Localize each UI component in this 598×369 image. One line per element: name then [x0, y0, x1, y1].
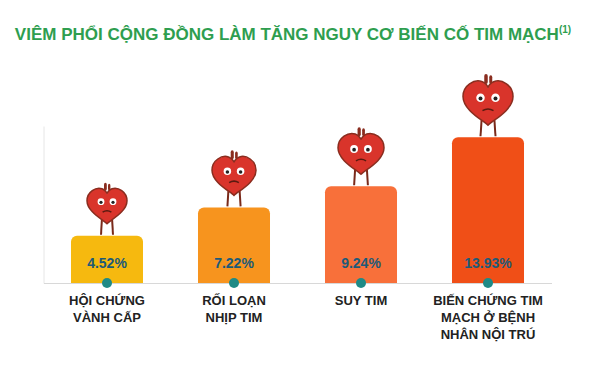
x-tick: SUY TIM	[335, 278, 388, 308]
heart-eye	[98, 198, 105, 205]
y-axis-line	[44, 127, 45, 284]
heart-pupil	[366, 148, 370, 152]
x-tick-label-line: NHỊP TIM	[206, 310, 263, 325]
heart-mouth	[483, 109, 494, 111]
x-tick-label-line: RỐI LOẠN	[202, 293, 266, 308]
heart-pupil	[239, 170, 243, 174]
x-tick-dot	[102, 278, 112, 288]
heart-body	[87, 188, 127, 223]
heart-icon	[87, 183, 127, 235]
title-note: (1)	[559, 24, 571, 35]
heart-icon	[338, 127, 384, 185]
chart: VIÊM PHỔI CỘNG ĐỒNG LÀM TĂNG NGUY CƠ BIẾ…	[0, 0, 598, 369]
bar	[71, 236, 143, 283]
heart-pupil	[494, 96, 498, 100]
x-tick-label-line: SUY TIM	[335, 293, 388, 308]
bar	[198, 207, 270, 283]
heart-eye	[476, 93, 485, 102]
heart-eye	[110, 198, 117, 205]
y-axis	[44, 127, 45, 284]
hearts	[87, 74, 513, 235]
heart-mouth	[356, 159, 366, 161]
x-tick: RỐI LOẠN NHỊP TIM	[202, 278, 266, 325]
heart-pupil	[99, 201, 102, 204]
x-tick: BIẾN CHỨNG TIM MẠCH Ở BỆNH NHÂN NỘI TRÚ	[433, 278, 543, 342]
data-label: 4.52%	[87, 255, 127, 271]
heart-pupil	[226, 170, 230, 174]
x-tick: HỘI CHỨNG VÀNH CẤP	[69, 278, 145, 325]
bars	[71, 137, 524, 283]
data-label: 13.93%	[464, 255, 512, 271]
bar	[452, 137, 524, 283]
heart-eye	[364, 145, 372, 153]
heart-pupil	[352, 148, 356, 152]
heart-eye	[350, 145, 358, 153]
x-tick-dot	[356, 278, 366, 288]
x-axis: HỘI CHỨNG VÀNH CẤP RỐI LOẠN NHỊP TIM SUY TIM…	[44, 278, 552, 342]
x-axis-line	[44, 283, 552, 284]
data-label: 9.24%	[341, 255, 381, 271]
x-tick-label-line: BIẾN CHỨNG TIM	[433, 293, 543, 308]
heart-eye	[224, 167, 231, 174]
x-tick-label-line: VÀNH CẤP	[73, 310, 141, 325]
x-tick-label: SUY TIM	[335, 293, 388, 308]
heart-pupil	[479, 96, 483, 100]
heart-pupil	[111, 201, 114, 204]
x-tick-label: BIẾN CHỨNG TIM MẠCH Ở BỆNH NHÂN NỘI TRÚ	[433, 293, 543, 342]
x-tick-label: RỐI LOẠN NHỊP TIM	[202, 293, 266, 325]
heart-mouth	[103, 211, 112, 212]
heart-mouth	[229, 181, 239, 183]
data-label: 7.22%	[214, 255, 254, 271]
heart-body	[212, 156, 256, 195]
title-text: VIÊM PHỔI CỘNG ĐỒNG LÀM TĂNG NGUY CƠ BIẾ…	[15, 24, 559, 44]
title: VIÊM PHỔI CỘNG ĐỒNG LÀM TĂNG NGUY CƠ BIẾ…	[15, 24, 571, 44]
bar	[325, 186, 397, 283]
heart-icon	[212, 150, 256, 206]
x-tick-label-line: MẠCH Ở BỆNH	[441, 310, 535, 325]
heart-body	[338, 134, 384, 175]
x-tick-dot	[229, 278, 239, 288]
heart-eye	[237, 167, 244, 174]
heart-eye	[491, 93, 500, 102]
heart-body	[463, 81, 513, 125]
x-tick-label-line: HỘI CHỨNG	[69, 293, 145, 308]
x-tick-label: HỘI CHỨNG VÀNH CẤP	[69, 293, 145, 325]
x-tick-dot	[483, 278, 493, 288]
x-tick-label-line: NHÂN NỘI TRÚ	[441, 327, 536, 342]
heart-icon	[463, 74, 513, 136]
data-labels: 4.52% 7.22% 9.24% 13.93%	[87, 255, 512, 271]
